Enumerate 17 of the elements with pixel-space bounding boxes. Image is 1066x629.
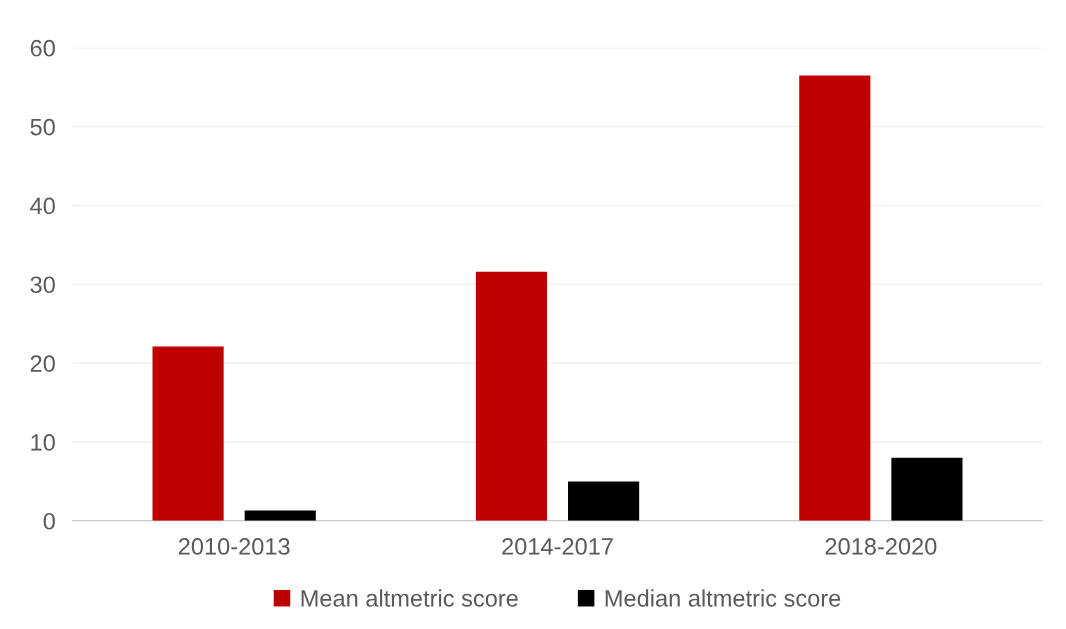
x-tick-label: 2018-2020 (825, 538, 937, 555)
legend-label: Mean altmetric score (301, 589, 518, 607)
y-tick-label: 30 (30, 276, 55, 294)
bar (799, 75, 871, 521)
y-tick-label: 10 (31, 434, 55, 451)
y-tick-label: 40 (30, 197, 55, 215)
bar (475, 271, 548, 521)
y-tick-label: 0 (43, 512, 55, 530)
bar (568, 481, 640, 521)
bar (152, 346, 224, 521)
x-tick-label: 2010-2013 (178, 538, 290, 555)
bar (891, 457, 963, 521)
x-tick-label: 2014-2017 (502, 538, 613, 555)
legend-label: Median altmetric score (605, 589, 841, 607)
y-tick-label: 50 (30, 118, 55, 136)
y-tick-label: 60 (30, 39, 55, 57)
y-tick-label: 20 (30, 355, 55, 372)
